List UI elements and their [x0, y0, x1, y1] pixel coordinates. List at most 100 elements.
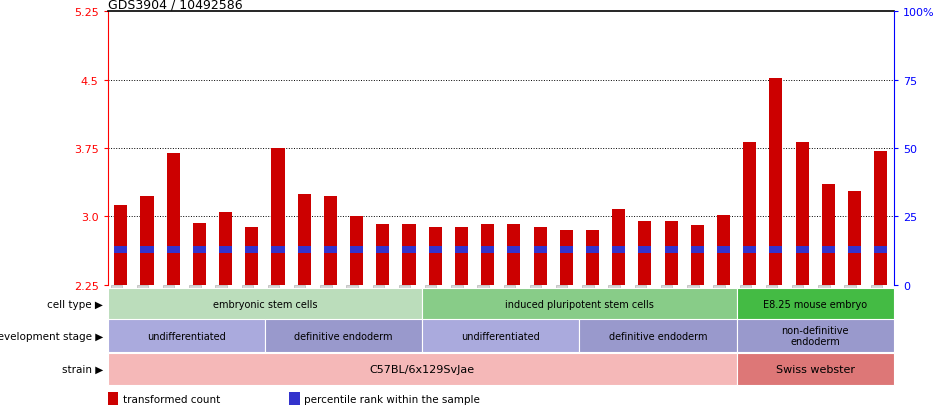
Bar — [140, 197, 154, 285]
Text: GSM668579: GSM668579 — [347, 286, 357, 335]
Bar — [422, 320, 579, 352]
Bar — [429, 228, 442, 285]
Text: undifferentiated: undifferentiated — [461, 331, 540, 341]
Bar — [769, 79, 782, 285]
Text: percentile rank within the sample: percentile rank within the sample — [304, 394, 480, 404]
Text: GSM668591: GSM668591 — [662, 286, 671, 335]
Bar — [586, 247, 599, 253]
Bar — [848, 247, 861, 253]
Bar — [193, 223, 206, 285]
Bar — [737, 288, 894, 320]
Bar — [560, 247, 573, 253]
Bar — [638, 247, 651, 253]
Text: non-definitive
endoderm: non-definitive endoderm — [782, 325, 849, 347]
Bar — [108, 288, 422, 320]
Text: GSM668568: GSM668568 — [138, 286, 147, 335]
Text: strain ▶: strain ▶ — [62, 364, 103, 374]
Bar — [219, 212, 232, 285]
Bar — [691, 247, 704, 253]
Text: GSM668565: GSM668565 — [295, 286, 304, 335]
Text: GSM668569: GSM668569 — [164, 286, 173, 335]
Bar — [140, 247, 154, 253]
Bar — [612, 209, 625, 285]
Bar — [298, 194, 311, 285]
Text: GSM668570: GSM668570 — [819, 286, 828, 335]
Text: C57BL/6x129SvJae: C57BL/6x129SvJae — [370, 364, 475, 374]
Text: E8.25 mouse embryo: E8.25 mouse embryo — [763, 299, 868, 309]
Bar — [350, 217, 363, 285]
Text: GSM668582: GSM668582 — [190, 286, 199, 335]
Bar — [796, 247, 809, 253]
Bar — [717, 247, 730, 253]
Bar — [481, 247, 494, 253]
Text: GSM668564: GSM668564 — [269, 286, 278, 335]
Bar — [108, 392, 119, 405]
Bar — [769, 247, 782, 253]
Bar — [429, 247, 442, 253]
Bar — [167, 153, 180, 285]
Bar — [219, 247, 232, 253]
Bar — [298, 247, 311, 253]
Text: GDS3904 / 10492586: GDS3904 / 10492586 — [108, 0, 242, 11]
Text: GSM668580: GSM668580 — [373, 286, 383, 335]
Text: GSM668566: GSM668566 — [321, 286, 330, 335]
Text: undifferentiated: undifferentiated — [147, 331, 226, 341]
Text: GSM668590: GSM668590 — [557, 286, 566, 335]
Bar — [324, 197, 337, 285]
Bar — [874, 247, 887, 253]
Text: GSM668576: GSM668576 — [583, 286, 592, 335]
Text: Swiss webster: Swiss webster — [776, 364, 855, 374]
Text: GSM668584: GSM668584 — [242, 286, 252, 335]
Bar — [265, 320, 422, 352]
Bar — [402, 247, 416, 253]
Bar — [560, 230, 573, 285]
Text: definitive endoderm: definitive endoderm — [294, 331, 393, 341]
Bar — [271, 247, 285, 253]
Bar — [245, 228, 258, 285]
Text: transformed count: transformed count — [123, 394, 220, 404]
Text: definitive endoderm: definitive endoderm — [608, 331, 708, 341]
Bar — [822, 247, 835, 253]
Text: development stage ▶: development stage ▶ — [0, 331, 103, 341]
Text: GSM668578: GSM668578 — [636, 286, 645, 335]
Bar — [114, 247, 127, 253]
Text: GSM668575: GSM668575 — [793, 286, 802, 335]
Bar — [534, 247, 547, 253]
Bar — [638, 221, 651, 285]
Bar — [402, 224, 416, 285]
Bar — [665, 221, 678, 285]
Bar — [289, 392, 300, 405]
Text: GSM668588: GSM668588 — [505, 286, 514, 335]
Text: GSM668577: GSM668577 — [609, 286, 619, 335]
Bar — [455, 228, 468, 285]
Bar — [717, 215, 730, 285]
Bar — [193, 247, 206, 253]
Text: GSM668585: GSM668585 — [426, 286, 435, 335]
Bar — [108, 320, 265, 352]
Text: GSM668581: GSM668581 — [400, 286, 409, 335]
Text: GSM668583: GSM668583 — [216, 286, 226, 335]
Bar — [376, 247, 389, 253]
Text: GSM668572: GSM668572 — [871, 286, 881, 335]
Bar — [796, 142, 809, 285]
Bar — [586, 230, 599, 285]
Text: GSM668567: GSM668567 — [111, 286, 121, 335]
Bar — [743, 247, 756, 253]
Bar — [455, 247, 468, 253]
Bar — [737, 353, 894, 385]
Bar — [848, 191, 861, 285]
Bar — [245, 247, 258, 253]
Text: GSM668574: GSM668574 — [767, 286, 776, 335]
Bar — [108, 353, 737, 385]
Bar — [737, 320, 894, 352]
Bar — [612, 247, 625, 253]
Bar — [743, 142, 756, 285]
Bar — [167, 247, 180, 253]
Bar — [324, 247, 337, 253]
Text: GSM668587: GSM668587 — [478, 286, 488, 335]
Bar — [507, 247, 520, 253]
Bar — [579, 320, 737, 352]
Text: GSM668593: GSM668593 — [714, 286, 724, 335]
Bar — [691, 226, 704, 285]
Text: GSM668573: GSM668573 — [740, 286, 750, 335]
